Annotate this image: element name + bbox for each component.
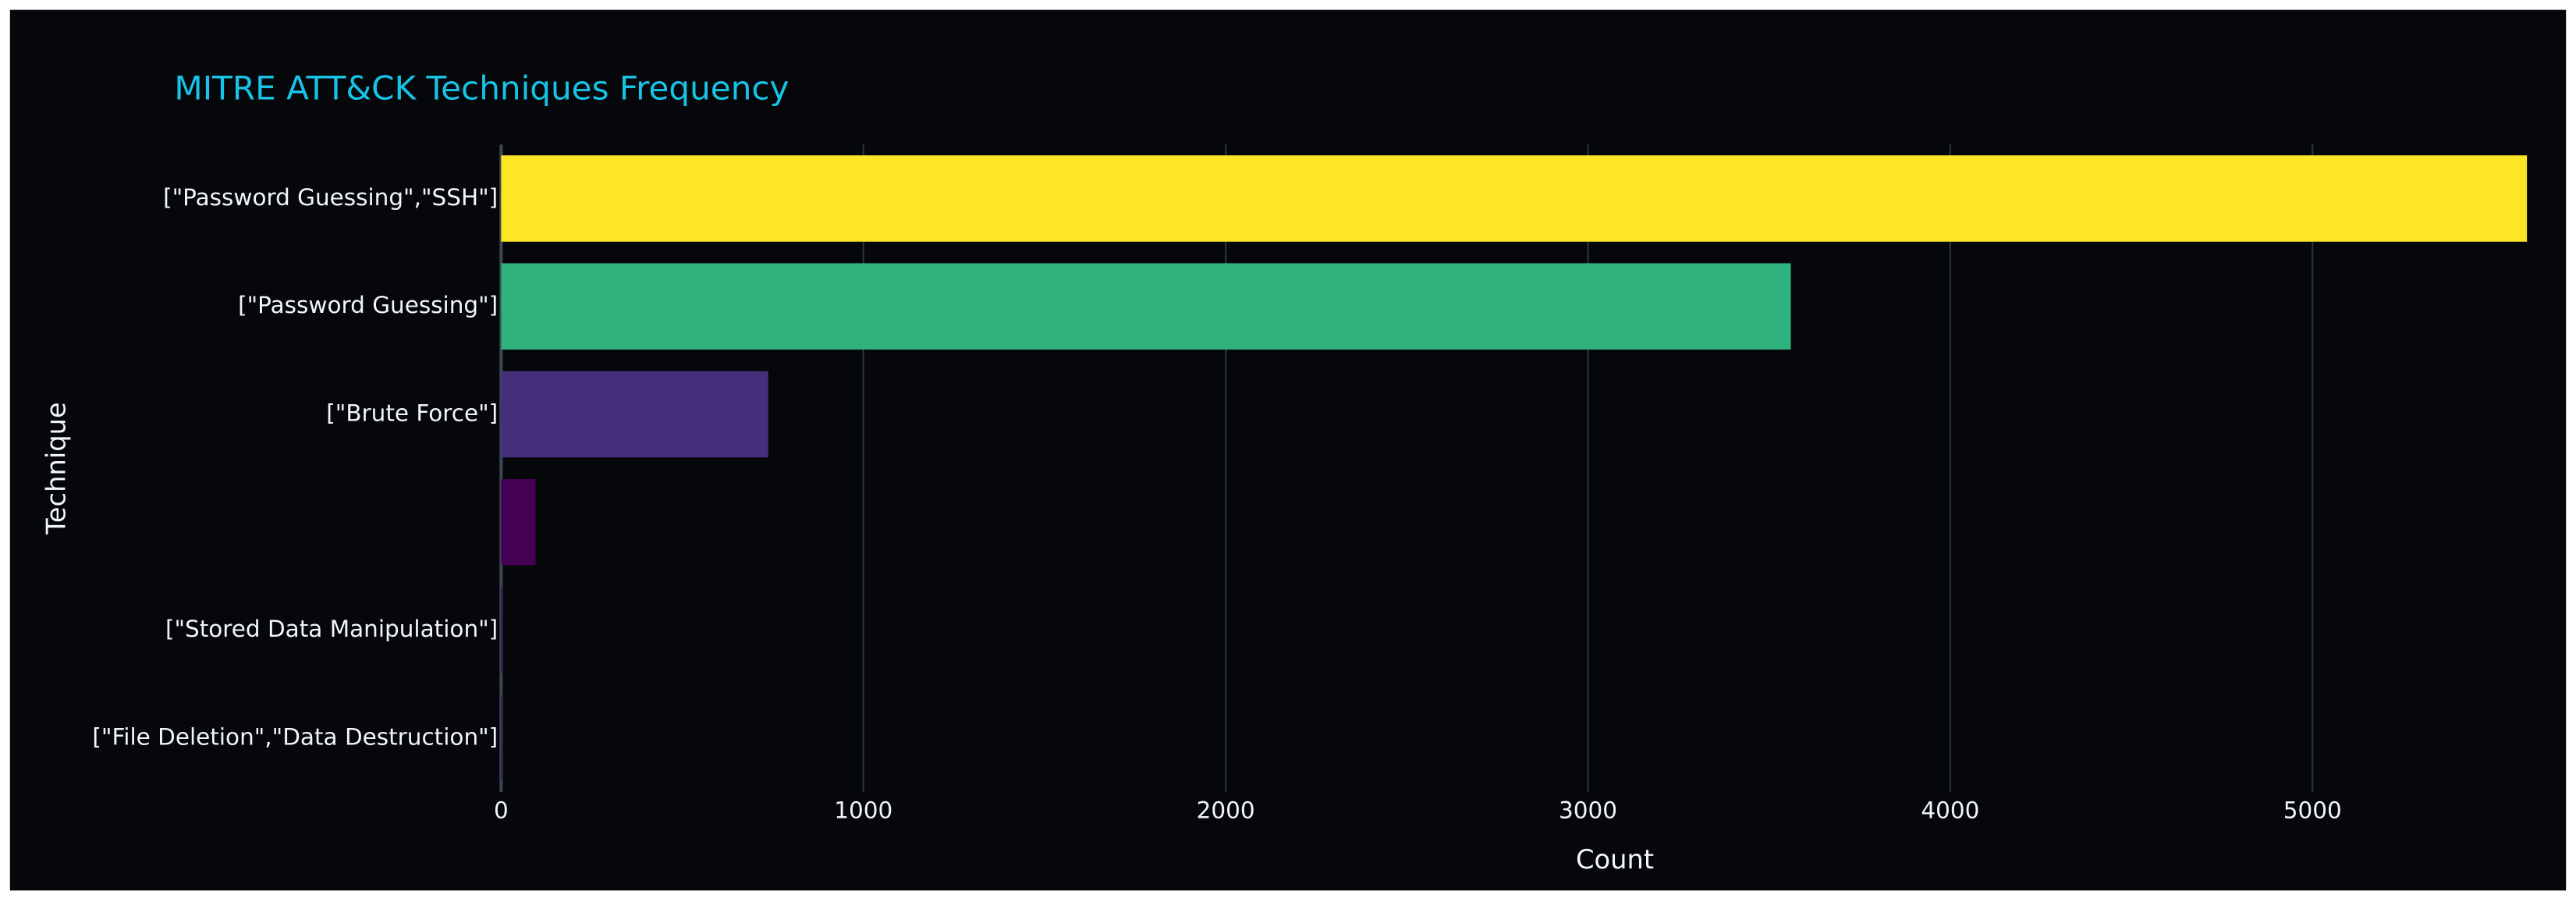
bar (501, 263, 1791, 350)
x-axis-title: Count (1576, 844, 1654, 875)
x-tick-label: 4000 (1921, 797, 1979, 824)
bar (501, 478, 536, 566)
bar (501, 155, 2528, 242)
y-tick-label: ["Stored Data Manipulation"] (165, 616, 498, 642)
bar (501, 371, 768, 458)
y-tick-label: ["Brute Force"] (326, 400, 498, 426)
y-tick-label: ["Password Guessing","SSH"] (163, 184, 498, 211)
y-tick-label: ["File Deletion","Data Destruction"] (92, 723, 498, 750)
x-tick-label: 3000 (1559, 797, 1617, 824)
y-tick-label: ["Password Guessing"] (238, 292, 498, 318)
y-axis-title: Technique (41, 402, 71, 535)
x-tick-label: 2000 (1197, 797, 1255, 824)
x-tick-label: 1000 (834, 797, 892, 824)
chart-background (9, 9, 2567, 891)
bar (501, 587, 502, 673)
bar (501, 694, 502, 782)
chart-title: MITRE ATT&CK Techniques Frequency (174, 69, 789, 107)
x-tick-label: 0 (494, 797, 509, 824)
x-tick-label: 5000 (2283, 797, 2342, 824)
